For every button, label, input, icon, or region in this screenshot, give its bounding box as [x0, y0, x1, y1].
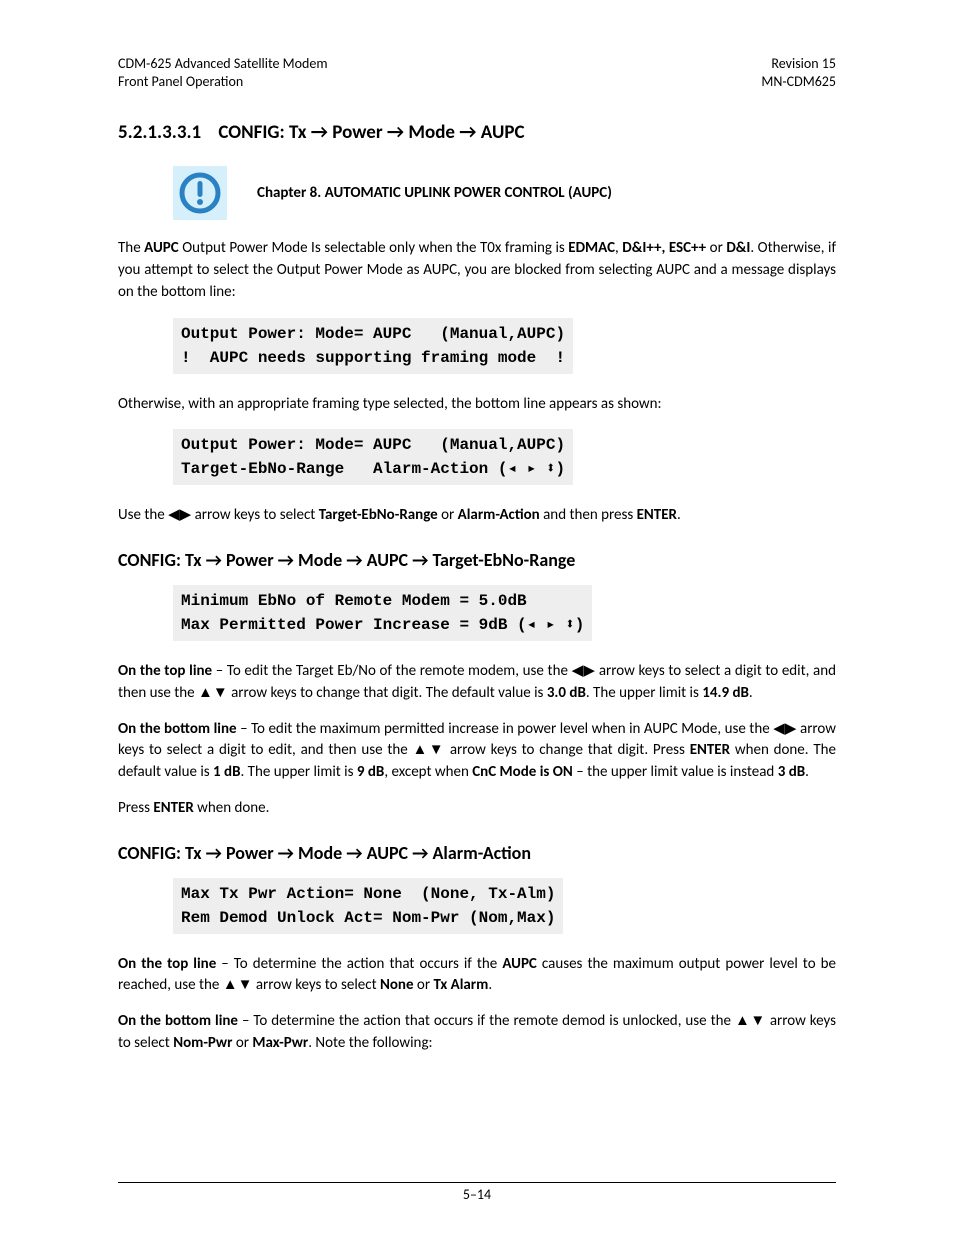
header-doc-number: MN-CDM625	[761, 73, 836, 91]
section-heading-2: CONFIG: Tx → Power → Mode → AUPC → Targe…	[118, 549, 836, 571]
paragraph-5: On the bottom line – To edit the maximum…	[118, 719, 836, 784]
header-right: Revision 15 MN-CDM625	[761, 55, 836, 91]
page-number: 5–14	[463, 1186, 491, 1203]
header-doc-title: CDM-625 Advanced Satellite Modem	[118, 55, 328, 73]
section-heading-3: CONFIG: Tx → Power → Mode → AUPC → Alarm…	[118, 842, 836, 864]
notice-callout: Chapter 8. AUTOMATIC UPLINK POWER CONTRO…	[173, 166, 836, 220]
alert-icon	[173, 166, 227, 220]
paragraph-7: On the top line – To determine the actio…	[118, 954, 836, 998]
paragraph-8: On the bottom line – To determine the ac…	[118, 1011, 836, 1055]
header-section: Front Panel Operation	[118, 73, 328, 91]
page-footer: 5–14	[118, 1182, 836, 1203]
header-revision: Revision 15	[761, 55, 836, 73]
paragraph-4: On the top line – To edit the Target Eb/…	[118, 661, 836, 705]
paragraph-6: Press ENTER when done.	[118, 798, 836, 820]
header-left: CDM-625 Advanced Satellite Modem Front P…	[118, 55, 328, 91]
paragraph-3: Use the ◀▶ arrow keys to select Target-E…	[118, 505, 836, 527]
lcd-display-4: Max Tx Pwr Action= None (None, Tx-Alm) R…	[173, 878, 563, 934]
paragraph-2: Otherwise, with an appropriate framing t…	[118, 394, 836, 416]
section-number: 5.2.1.3.3.1	[118, 121, 201, 144]
page: CDM-625 Advanced Satellite Modem Front P…	[0, 0, 954, 1235]
lcd-display-1: Output Power: Mode= AUPC (Manual,AUPC) !…	[173, 318, 573, 374]
section-heading-1: 5.2.1.3.3.1 CONFIG: Tx → Power → Mode → …	[118, 121, 836, 144]
section-title: CONFIG: Tx → Power → Mode → AUPC	[218, 121, 524, 144]
lcd-display-3: Minimum EbNo of Remote Modem = 5.0dB Max…	[173, 585, 592, 641]
lcd-display-2: Output Power: Mode= AUPC (Manual,AUPC) T…	[173, 429, 573, 485]
paragraph-1: The AUPC Output Power Mode Is selectable…	[118, 238, 836, 303]
notice-text: Chapter 8. AUTOMATIC UPLINK POWER CONTRO…	[257, 184, 612, 202]
page-header: CDM-625 Advanced Satellite Modem Front P…	[118, 55, 836, 91]
